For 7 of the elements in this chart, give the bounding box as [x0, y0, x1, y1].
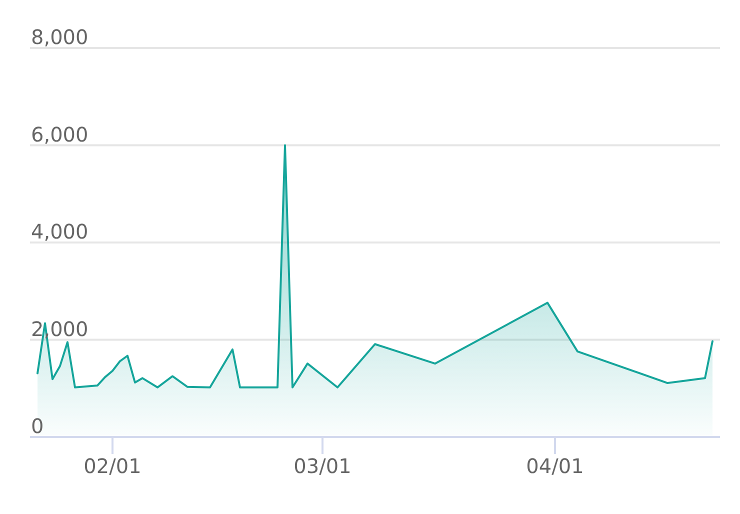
x-tick-label: 04/01: [526, 454, 584, 478]
x-tick-label: 03/01: [294, 454, 352, 478]
x-tick-label: 02/01: [84, 454, 142, 478]
y-tick-label: 0: [31, 414, 44, 438]
y-tick-label: 4,000: [31, 220, 88, 244]
y-tick-label: 6,000: [31, 122, 88, 146]
y-tick-label: 8,000: [31, 25, 88, 49]
